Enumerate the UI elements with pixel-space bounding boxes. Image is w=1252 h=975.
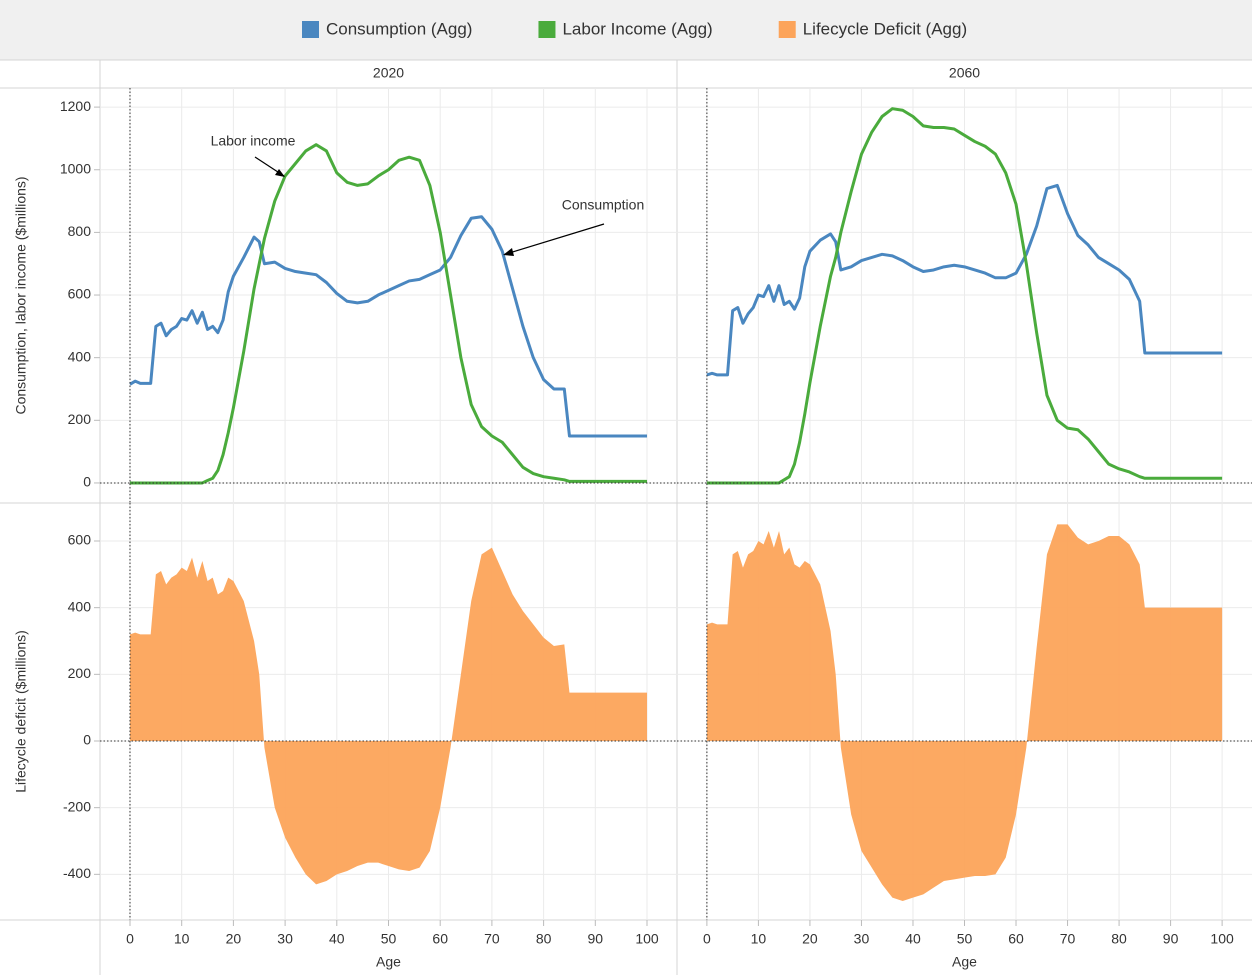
y-tick-label: 400 (68, 348, 92, 364)
x-tick-label: 70 (484, 931, 500, 947)
area (129, 547, 648, 885)
x-tick-label: 80 (1111, 931, 1127, 947)
x-tick-label: 40 (905, 931, 921, 947)
y-tick-label: 0 (83, 732, 91, 748)
x-tick-label: 90 (1163, 931, 1179, 947)
x-tick-label: 100 (635, 931, 659, 947)
y-tick-label: 600 (68, 286, 92, 302)
y-tick-label: 0 (83, 474, 91, 490)
y-tick-label: 1000 (60, 160, 91, 176)
x-tick-label: 60 (1008, 931, 1024, 947)
x-tick-label: 10 (751, 931, 767, 947)
annotation: Labor income (211, 133, 296, 149)
x-tick-label: 20 (802, 931, 818, 947)
legend-swatch (778, 21, 796, 38)
x-tick-label: 90 (588, 931, 604, 947)
x-tick-label: 70 (1060, 931, 1076, 947)
x-tick-label: 30 (854, 931, 870, 947)
area (706, 524, 1223, 901)
y-tick-label: 600 (68, 532, 92, 548)
legend-swatch (538, 21, 556, 38)
y-tick-label: 800 (68, 223, 92, 239)
column-header: 2060 (949, 65, 980, 81)
y-tick-label: 1200 (60, 98, 91, 114)
line (706, 183, 1223, 377)
annotation-arrowhead (503, 248, 514, 256)
legend-label: Labor Income (Agg) (562, 19, 712, 38)
legend-label: Lifecycle Deficit (Agg) (803, 19, 967, 38)
x-tick-label: 60 (432, 931, 448, 947)
line (129, 215, 648, 438)
x-tick-label: 50 (381, 931, 397, 947)
x-tick-label: 30 (277, 931, 293, 947)
y-tick-label: 200 (68, 665, 92, 681)
x-tick-label: 40 (329, 931, 345, 947)
annotation-arrow (505, 223, 605, 255)
y-tick-label: 200 (68, 411, 92, 427)
line (129, 143, 648, 485)
legend-swatch (302, 21, 319, 38)
legend: Consumption (Agg) Labor Income (Agg) Lifec… (302, 19, 967, 38)
column-header: 2020 (373, 65, 404, 81)
line (706, 107, 1223, 485)
x-tick-label: 10 (174, 931, 190, 947)
y-axis-label: Lifecycle deficit ($millions) (13, 630, 29, 793)
annotation-arrowhead (275, 169, 285, 177)
x-axis-label: Age (376, 954, 401, 970)
x-tick-label: 20 (226, 931, 242, 947)
x-tick-label: 0 (703, 931, 711, 947)
x-tick-label: 0 (126, 931, 134, 947)
x-axis-label: Age (952, 954, 977, 970)
y-tick-label: -200 (63, 798, 91, 814)
legend-band (0, 0, 1252, 60)
y-tick-label: 400 (68, 598, 92, 614)
annotation: Consumption (562, 197, 645, 213)
y-tick-label: -400 (63, 865, 91, 881)
y-axis-label: Consumption, labor income ($millions) (13, 176, 29, 414)
legend-label: Consumption (Agg) (326, 19, 472, 38)
x-tick-label: 100 (1210, 931, 1234, 947)
x-tick-label: 50 (957, 931, 973, 947)
x-tick-label: 80 (536, 931, 552, 947)
